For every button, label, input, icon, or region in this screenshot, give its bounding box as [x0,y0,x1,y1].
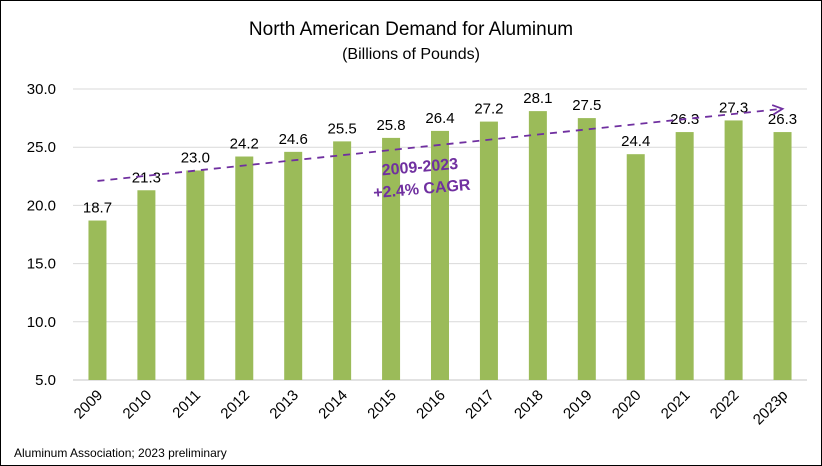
data-label: 27.2 [474,101,503,118]
x-tick-label: 2023p [750,387,792,429]
bar-2015 [382,137,401,380]
x-tick-label: 2020 [609,387,645,423]
x-tick-label: 2012 [217,387,253,423]
data-label: 27.3 [719,99,748,116]
x-tick-label: 2015 [364,387,400,423]
bar-2010 [137,190,156,380]
bar-2012 [235,156,254,380]
data-label: 24.2 [230,136,259,153]
data-label: 21.3 [132,169,161,186]
x-tick-label: 2019 [560,387,596,423]
data-label: 25.5 [328,120,357,137]
data-label: 24.4 [621,133,650,150]
bar-2020 [626,154,645,380]
x-tick-label: 2009 [71,387,107,423]
data-label: 24.6 [279,131,308,148]
bar-2019 [577,118,596,380]
bar-2023p [773,132,792,380]
annotation-line1: 2009-2023 [381,156,459,180]
x-tick-label: 2011 [169,387,204,422]
y-tick-label: 30.0 [27,81,56,98]
y-tick-label: 20.0 [27,197,56,214]
data-label: 25.8 [376,117,405,134]
cagr-annotation: 2009-2023 +2.4% CAGR [373,156,472,202]
x-tick-label: 2016 [413,387,449,423]
data-label: 23.0 [181,149,210,166]
bar-2022 [724,120,743,380]
x-tick-label: 2022 [707,387,743,423]
data-label: 26.3 [768,111,797,128]
y-tick-label: 25.0 [27,139,56,156]
data-label: 28.1 [523,90,552,107]
bar-2018 [528,111,547,380]
x-tick-label: 2017 [462,387,498,423]
x-tick-label: 2021 [658,387,694,423]
data-label: 18.7 [83,200,112,217]
y-tick-label: 10.0 [27,314,56,331]
y-tick-label: 15.0 [27,256,56,273]
trend-arrowhead-icon [771,104,785,116]
bar-2017 [479,121,498,380]
bar-2009 [88,220,107,380]
bar-2011 [186,170,205,380]
source-note: Aluminum Association; 2023 preliminary [14,446,227,460]
y-tick-label: 5.0 [35,372,56,389]
trend-line [97,107,783,182]
x-tick-label: 2014 [315,387,351,423]
x-tick-label: 2010 [120,387,156,423]
data-label: 26.4 [425,110,454,127]
bar-2021 [675,132,694,380]
chart-title: North American Demand for Aluminum [249,19,573,40]
bar-2014 [333,141,352,380]
chart-subtitle: (Billions of Pounds) [342,46,480,63]
bar-2016 [431,130,449,380]
x-tick-label: 2013 [266,387,302,423]
x-tick-label: 2018 [511,387,547,423]
data-label: 27.5 [572,97,601,114]
bar-2013 [284,151,303,380]
